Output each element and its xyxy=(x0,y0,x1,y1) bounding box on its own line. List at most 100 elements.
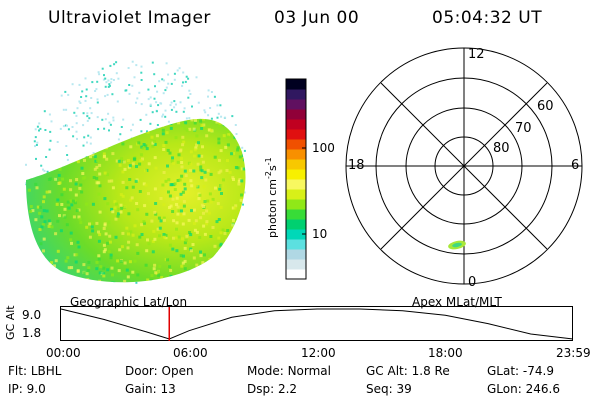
emission-pixel xyxy=(57,173,61,177)
noise-speckle xyxy=(181,84,184,87)
emission-pixel xyxy=(208,257,212,261)
noise-speckle xyxy=(78,100,81,103)
noise-speckle xyxy=(86,141,88,144)
emission-pixel xyxy=(234,223,238,227)
noise-speckle xyxy=(128,92,131,95)
emission-pixel xyxy=(103,197,107,201)
emission-pixel xyxy=(200,154,204,158)
colorbar: photon cm-2s-1 xyxy=(264,78,307,280)
emission-pixel xyxy=(162,144,166,147)
emission-pixel xyxy=(223,266,227,270)
emission-pixel xyxy=(142,220,146,224)
noise-speckle xyxy=(117,77,120,80)
emission-pixel xyxy=(137,141,141,145)
noise-speckle xyxy=(112,79,115,81)
noise-speckle xyxy=(79,102,82,104)
emission-pixel xyxy=(239,264,243,268)
emission-pixel xyxy=(202,211,205,215)
emission-pixel xyxy=(78,186,82,190)
emission-pixel xyxy=(180,165,184,169)
emission-pixel xyxy=(102,266,106,270)
emission-pixel xyxy=(206,261,210,265)
colorbar-stripe xyxy=(286,249,306,260)
emission-pixel xyxy=(48,222,52,225)
emission-pixel xyxy=(249,130,252,133)
emission-pixel xyxy=(41,223,45,227)
emission-pixel xyxy=(73,142,77,146)
emission-pixel xyxy=(127,125,131,129)
emission-pixel xyxy=(90,118,94,120)
emission-pixel xyxy=(133,131,137,134)
emission-pixel xyxy=(199,119,203,123)
emission-pixel xyxy=(103,223,107,227)
emission-pixel xyxy=(185,234,189,238)
emission-pixel xyxy=(48,190,52,194)
emission-pixel xyxy=(75,209,79,213)
emission-pixel xyxy=(39,281,43,283)
emission-pixel xyxy=(197,141,200,145)
noise-speckle xyxy=(59,127,62,130)
emission-pixel xyxy=(45,209,49,213)
emission-pixel xyxy=(123,167,127,171)
emission-pixel xyxy=(234,115,237,118)
emission-pixel xyxy=(42,200,45,204)
emission-pixel xyxy=(62,286,65,289)
emission-pixel xyxy=(225,239,229,243)
emission-pixel xyxy=(65,223,69,227)
noise-speckle xyxy=(65,108,68,111)
emission-pixel xyxy=(107,250,111,254)
noise-speckle xyxy=(162,92,165,95)
emission-pixel xyxy=(228,118,232,119)
emission-pixel xyxy=(244,206,246,210)
noise-speckle xyxy=(217,112,220,115)
emission-pixel xyxy=(110,207,114,211)
emission-pixel xyxy=(131,233,135,237)
emission-pixel xyxy=(196,162,200,166)
colorbar-stripe xyxy=(286,179,306,190)
noise-speckle xyxy=(161,115,164,118)
emission-pixel xyxy=(207,291,210,292)
emission-pixel xyxy=(228,260,232,264)
emission-pixel xyxy=(70,266,74,270)
emission-pixel xyxy=(224,292,227,293)
emission-pixel xyxy=(22,252,25,255)
emission-pixel xyxy=(51,151,55,155)
emission-pixel xyxy=(26,125,28,129)
emission-pixel xyxy=(222,134,226,138)
noise-speckle xyxy=(149,96,152,99)
emission-pixel xyxy=(26,246,30,249)
noise-speckle xyxy=(122,118,125,121)
emission-pixel xyxy=(159,113,162,116)
emission-pixel xyxy=(189,179,193,183)
emission-pixel xyxy=(181,123,185,127)
emission-pixel xyxy=(53,264,56,268)
noise-speckle xyxy=(97,71,100,74)
noise-speckle xyxy=(145,113,148,116)
emission-pixel xyxy=(216,258,220,262)
emission-pixel xyxy=(26,118,28,122)
glat-info: GLat: -74.9 xyxy=(487,364,554,378)
emission-pixel xyxy=(201,160,205,164)
emission-pixel xyxy=(69,238,73,242)
noise-speckle xyxy=(188,89,191,92)
emission-pixel xyxy=(28,288,31,291)
emission-pixel xyxy=(199,250,202,254)
emission-pixel xyxy=(94,159,98,163)
noise-speckle xyxy=(231,115,234,118)
emission-pixel xyxy=(219,205,223,209)
emission-pixel xyxy=(120,287,123,290)
emission-pixel xyxy=(226,159,229,162)
emission-pixel xyxy=(129,118,133,122)
emission-pixel xyxy=(171,210,175,213)
noise-speckle xyxy=(117,138,120,141)
colorbar-gradient xyxy=(286,79,306,280)
emission-pixel xyxy=(217,236,221,240)
emission-pixel xyxy=(45,190,49,194)
emission-pixel xyxy=(83,271,87,275)
emission-pixel xyxy=(39,131,43,134)
emission-pixel xyxy=(58,181,62,185)
emission-pixel xyxy=(231,223,235,227)
emission-pixel xyxy=(75,178,79,181)
emission-pixel xyxy=(205,209,209,213)
emission-pixel xyxy=(188,231,192,234)
